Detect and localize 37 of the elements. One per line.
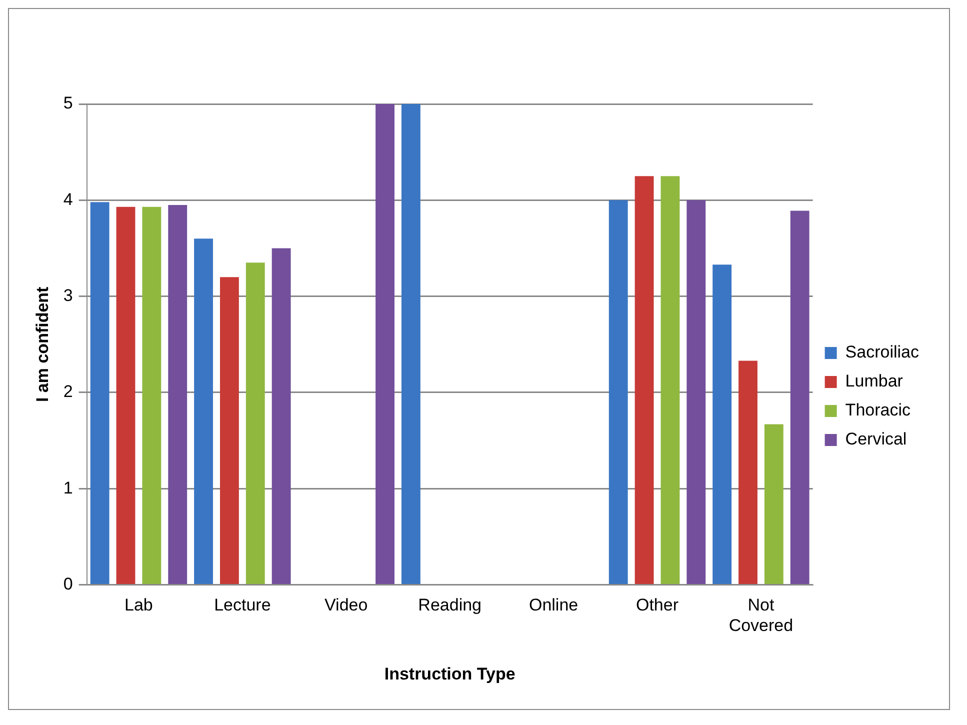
y-tick-label: 4 [63, 190, 73, 209]
bar [194, 238, 213, 584]
bar [246, 262, 265, 584]
y-axis-title: I am confident [32, 286, 52, 402]
bar [401, 104, 420, 584]
bar [712, 264, 732, 584]
x-tick-label: Other [636, 596, 679, 615]
x-tick-label: Lecture [214, 596, 271, 615]
bar [738, 360, 758, 584]
bar [168, 204, 188, 584]
bar [660, 176, 680, 584]
y-tick-label: 3 [63, 286, 73, 306]
bar [376, 104, 394, 584]
x-tick-label: Online [528, 596, 578, 615]
x-tick-label: Not Covered [728, 596, 794, 636]
bar [220, 277, 239, 584]
y-tick-label: 0 [63, 574, 73, 594]
bar [142, 206, 162, 584]
legend-label: Cervical [845, 430, 907, 449]
legend-label: Thoracic [845, 400, 911, 420]
bar [272, 248, 291, 584]
x-tick-label: Lab [124, 596, 153, 615]
y-tick-label: 2 [63, 382, 73, 402]
bar [116, 206, 136, 584]
bar [790, 210, 810, 584]
x-axis-title: Instruction Type [384, 664, 516, 684]
bar [634, 176, 654, 584]
bar [608, 200, 628, 584]
x-tick-label: Video [324, 596, 368, 615]
y-tick-label: 1 [63, 478, 73, 498]
bar [686, 200, 706, 584]
y-tick-label: 5 [63, 94, 73, 113]
bar [764, 424, 784, 584]
x-tick-label: Reading [418, 596, 482, 615]
legend-label: Lumbar [845, 372, 904, 391]
bar [90, 202, 110, 584]
legend-label: Sacroiliac [845, 342, 920, 362]
